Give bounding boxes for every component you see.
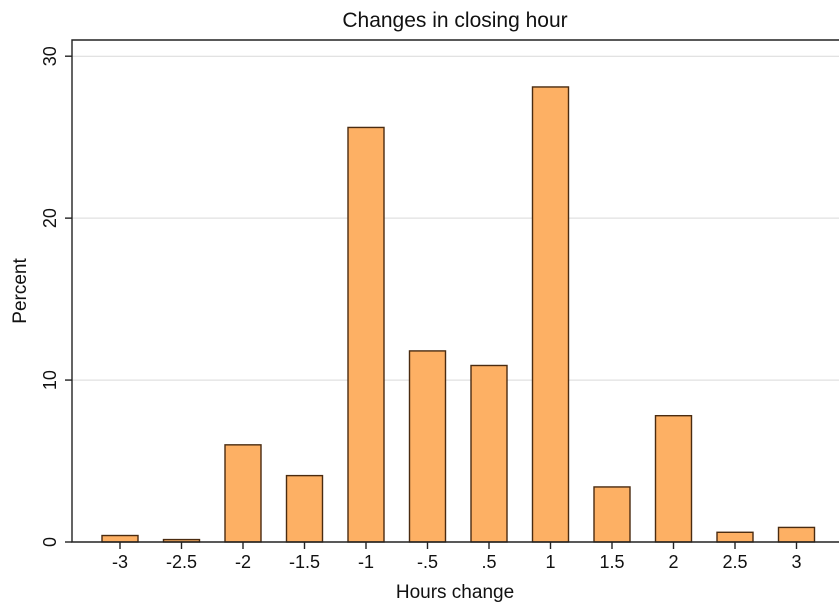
y-axis-label: Percent (10, 258, 31, 324)
bar-3 (777, 526, 816, 543)
bar-.5 (470, 364, 508, 543)
y-tick-label: 30 (40, 46, 60, 66)
chart-title: Changes in closing hour (342, 9, 567, 32)
x-axis-label: Hours change (396, 582, 514, 603)
x-tick-label: 1 (545, 552, 555, 572)
x-tick-label: .5 (481, 552, 496, 572)
bar-2 (654, 414, 693, 543)
y-tick-label: 0 (40, 537, 60, 547)
bar--1.5 (285, 474, 324, 543)
y-tick-label: 20 (40, 208, 60, 228)
bar--1 (347, 126, 385, 543)
x-tick-label: 3 (791, 552, 801, 572)
y-tick-label: 10 (40, 370, 60, 390)
plot-frame (71, 39, 839, 543)
bars (101, 86, 816, 543)
x-tick-label: 1.5 (599, 552, 624, 572)
bar-1 (531, 86, 570, 543)
bar-2.5 (716, 531, 754, 543)
x-tick-label: -1.5 (289, 552, 320, 572)
bar--2 (224, 444, 262, 543)
bar--3 (101, 534, 139, 543)
x-tick-label: 2 (668, 552, 678, 572)
x-tick-label: -1 (358, 552, 374, 572)
x-tick-label: -2 (235, 552, 251, 572)
x-tick-label: -2.5 (166, 552, 197, 572)
bar--.5 (408, 350, 447, 543)
bar-1.5 (593, 486, 631, 543)
grid-lines (72, 55, 839, 381)
x-tick-label: 2.5 (722, 552, 747, 572)
y-axis-ticks: 0 10 20 30 (40, 46, 72, 547)
x-tick-label: -3 (112, 552, 128, 572)
x-axis-ticks: -3 -2.5 -2 -1.5 -1 -.5 .5 1 1.5 2 2.5 3 (112, 542, 802, 572)
x-tick-label: -.5 (417, 552, 438, 572)
